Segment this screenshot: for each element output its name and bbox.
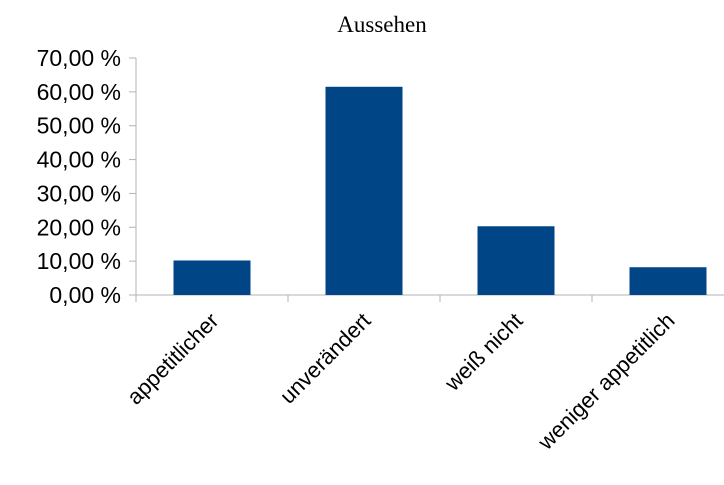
- y-tick-label: 40,00 %: [37, 147, 121, 173]
- plot-area: 0,00 % 10,00 % 20,00 % 30,00 % 40,00 % 50,00 …: [37, 45, 724, 455]
- x-category-label: weiß nicht: [439, 308, 527, 396]
- bar-3: [477, 226, 555, 295]
- chart-title: Aussehen: [337, 12, 427, 37]
- x-category-label: unverändert: [275, 308, 376, 409]
- x-category-label: appetitlicher: [122, 308, 224, 410]
- x-category-label: weniger appetitlich: [532, 308, 679, 455]
- y-tick-label: 20,00 %: [37, 214, 121, 240]
- y-tick-label: 0,00 %: [49, 282, 121, 308]
- bar-4: [629, 267, 707, 295]
- y-tick-label: 50,00 %: [37, 113, 121, 139]
- y-tick-label: 60,00 %: [37, 79, 121, 105]
- y-tick-label: 70,00 %: [37, 45, 121, 71]
- bar-2: [325, 86, 403, 296]
- bar-1: [173, 260, 251, 295]
- y-tick-label: 10,00 %: [37, 248, 121, 274]
- y-tick-label: 30,00 %: [37, 180, 121, 206]
